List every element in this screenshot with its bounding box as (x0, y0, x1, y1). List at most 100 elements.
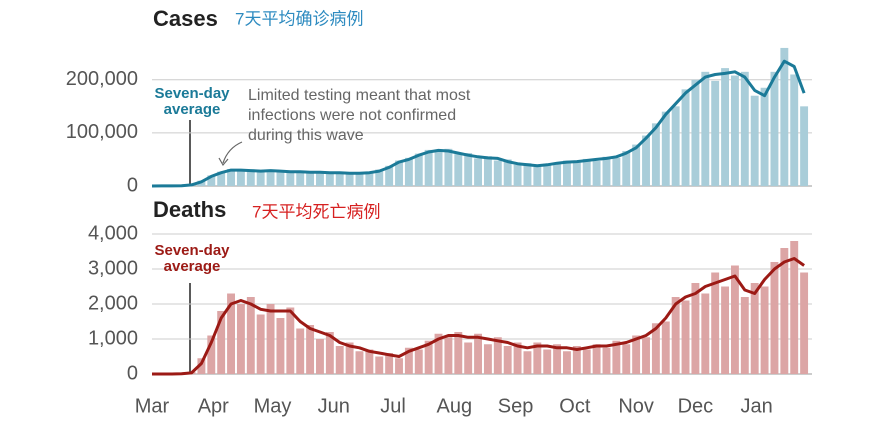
bar (276, 171, 285, 186)
bar (365, 171, 374, 186)
bar (651, 123, 660, 186)
bar (434, 152, 443, 186)
x-tick-label: Sep (498, 395, 534, 417)
bar (207, 175, 216, 186)
bar (711, 272, 720, 374)
bar (800, 106, 809, 186)
bar (424, 340, 433, 374)
bar (582, 349, 591, 374)
bar (444, 148, 453, 186)
bar (217, 311, 226, 374)
y-tick-label: 2,000 (88, 292, 138, 314)
bar (404, 157, 413, 186)
y-tick-label: 0 (127, 174, 138, 196)
annotation-arrow (222, 141, 243, 164)
bar (632, 335, 641, 374)
bar (424, 149, 433, 186)
x-tick-label: Dec (678, 395, 714, 417)
bar (553, 344, 562, 374)
bar (701, 293, 710, 374)
bar (760, 87, 769, 186)
bar (602, 347, 611, 374)
bar (790, 241, 799, 374)
bar (632, 144, 641, 186)
bar (296, 172, 305, 186)
bar (533, 166, 542, 186)
bar (770, 71, 779, 186)
bar (217, 171, 226, 186)
x-tick-label: Jul (380, 395, 406, 417)
chart-title: Cases (153, 6, 218, 31)
bar (780, 248, 789, 374)
bar (523, 163, 532, 186)
average-line (152, 257, 805, 376)
bar (316, 339, 324, 374)
bar (701, 71, 710, 186)
bar (236, 171, 245, 186)
bar (246, 297, 255, 374)
bar (671, 297, 680, 374)
bar (266, 304, 275, 374)
bar (227, 293, 235, 374)
bar (483, 156, 492, 186)
y-tick-label: 200,000 (66, 68, 138, 90)
bar (325, 172, 334, 186)
bar (414, 349, 423, 374)
bar (691, 283, 700, 374)
bar (385, 353, 394, 374)
bar (543, 349, 552, 374)
bar (592, 344, 601, 374)
bar (464, 153, 473, 186)
y-tick-label: 1,000 (88, 327, 138, 349)
bar (474, 158, 482, 186)
bar (721, 286, 730, 374)
chart-title: Deaths (153, 197, 226, 222)
x-tick-label: Apr (198, 395, 229, 417)
bar (721, 68, 730, 186)
bar (483, 344, 492, 374)
x-tick-label: Jun (318, 395, 350, 417)
bar (335, 346, 344, 374)
bar (572, 346, 581, 374)
series-label: Seven-day average (154, 242, 230, 275)
bar (355, 174, 364, 186)
y-tick-label: 3,000 (88, 257, 138, 279)
bar (790, 74, 799, 186)
bar (572, 162, 581, 186)
bar (306, 325, 315, 374)
bar (513, 342, 522, 374)
x-tick-label: Oct (559, 395, 591, 417)
bar (523, 351, 532, 374)
bar (582, 158, 591, 186)
bar (207, 335, 216, 374)
bar (622, 150, 631, 186)
bar (612, 340, 621, 374)
bar (256, 172, 265, 186)
y-tick-label: 0 (127, 362, 138, 384)
x-tick-label: Nov (618, 395, 654, 417)
bar (227, 169, 235, 186)
bar (740, 297, 749, 374)
bar (612, 157, 621, 186)
bar (385, 165, 394, 186)
bar (434, 333, 443, 374)
bar (464, 342, 473, 374)
annotation: Limited testing meant that most infectio… (248, 87, 471, 144)
bar (414, 153, 423, 186)
bar (395, 160, 403, 186)
bar (493, 337, 502, 374)
bar (345, 342, 354, 374)
bar (651, 323, 660, 374)
bar (800, 272, 809, 374)
bar (642, 337, 650, 374)
bar (306, 171, 315, 186)
chart-subtitle: 7天平均死亡病例 (252, 202, 380, 221)
bar (661, 321, 670, 374)
bar (592, 161, 601, 186)
bar (681, 89, 690, 186)
bar (563, 351, 571, 374)
bar (730, 265, 739, 374)
bar (375, 356, 384, 374)
bar (335, 173, 344, 186)
